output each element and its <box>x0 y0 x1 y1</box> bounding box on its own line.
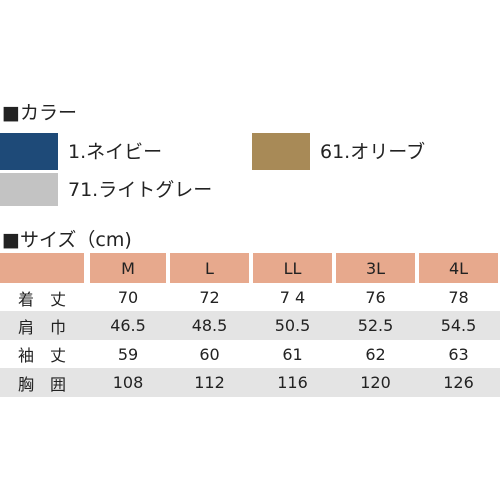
table-cell: 63 <box>448 344 469 364</box>
colors-heading: ■カラー <box>2 102 77 124</box>
header-cell: LL <box>253 253 332 283</box>
table-cell: 78 <box>448 288 469 307</box>
table-cell: 60 <box>199 344 220 364</box>
table-cell: 108 <box>112 373 144 392</box>
table-cell: 46.5 <box>110 316 146 335</box>
row-label: 袖 丈 <box>17 346 66 365</box>
table-cell: 112 <box>194 373 225 392</box>
color-label: 61.オリーブ <box>320 140 426 163</box>
table-cell: 7 4 <box>279 288 306 307</box>
table-cell: 72 <box>199 288 220 307</box>
header-cell: 3L <box>336 253 415 283</box>
header-cell: L <box>170 253 249 283</box>
header-cell: 4L <box>419 253 498 283</box>
row-band <box>0 311 500 340</box>
table-cell: 50.5 <box>274 316 311 335</box>
color-label: 71.ライトグレー <box>68 178 213 201</box>
table-cell: 116 <box>277 373 308 392</box>
table-cell: 70 <box>117 288 139 307</box>
header-cell: M <box>90 253 166 283</box>
table-cell: 126 <box>443 373 474 392</box>
row-label: 着 丈 <box>17 289 66 309</box>
color-swatch <box>0 133 58 170</box>
row-label: 胸 囲 <box>17 374 66 394</box>
table-cell: 48.5 <box>191 316 228 335</box>
table-cell: 120 <box>360 373 391 392</box>
table-cell: 54.5 <box>440 316 477 335</box>
table-cell: 59 <box>117 344 139 364</box>
table-cell: 61 <box>282 344 303 364</box>
color-label: 1.ネイビー <box>68 140 163 163</box>
table-cell: 52.5 <box>357 316 394 335</box>
header-cell <box>0 253 84 283</box>
color-swatch <box>0 173 58 206</box>
color-swatch <box>252 133 310 170</box>
table-cell: 76 <box>365 288 386 307</box>
row-label: 肩 巾 <box>17 317 66 337</box>
table-cell: 62 <box>365 344 386 364</box>
row-band <box>0 368 500 397</box>
size-heading: ■サイズ（cm) <box>2 229 132 251</box>
